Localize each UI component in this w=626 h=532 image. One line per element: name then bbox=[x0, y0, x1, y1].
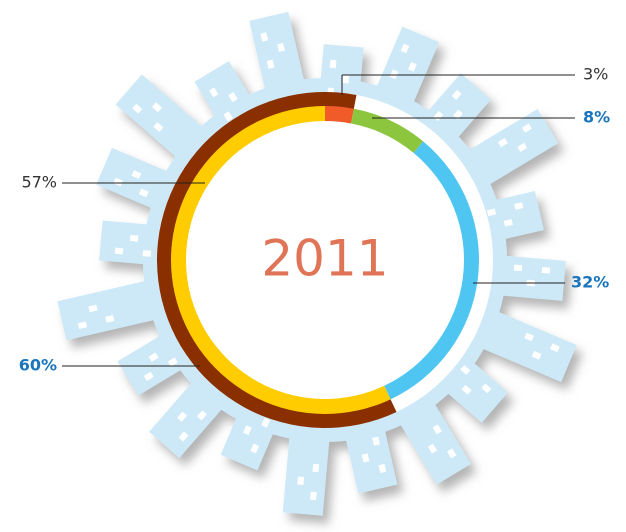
window bbox=[297, 476, 304, 484]
data-label: 57% bbox=[21, 173, 57, 192]
building bbox=[488, 254, 566, 300]
data-label: 60% bbox=[19, 356, 57, 375]
window bbox=[313, 464, 320, 472]
building-body bbox=[469, 306, 577, 382]
building bbox=[57, 278, 168, 341]
window bbox=[542, 267, 550, 274]
chart: 2011 3% 8% 32% 57% 60% bbox=[0, 0, 626, 532]
window bbox=[143, 250, 151, 257]
window bbox=[310, 492, 317, 500]
building-body bbox=[283, 423, 331, 516]
window bbox=[343, 75, 350, 83]
building bbox=[469, 306, 577, 382]
window bbox=[130, 235, 138, 242]
inner-segment bbox=[325, 106, 354, 123]
building bbox=[99, 220, 162, 265]
building-body bbox=[57, 278, 168, 341]
building bbox=[283, 423, 331, 516]
data-label: 3% bbox=[583, 65, 608, 84]
window bbox=[115, 248, 123, 255]
data-label: 8% bbox=[583, 108, 610, 127]
building bbox=[249, 12, 307, 104]
building-body bbox=[249, 12, 307, 104]
chart-title: 2011 bbox=[261, 230, 388, 288]
data-label: 32% bbox=[571, 273, 609, 292]
window bbox=[514, 265, 522, 272]
window bbox=[330, 60, 337, 68]
building-body bbox=[488, 254, 566, 300]
building-body bbox=[99, 220, 162, 265]
